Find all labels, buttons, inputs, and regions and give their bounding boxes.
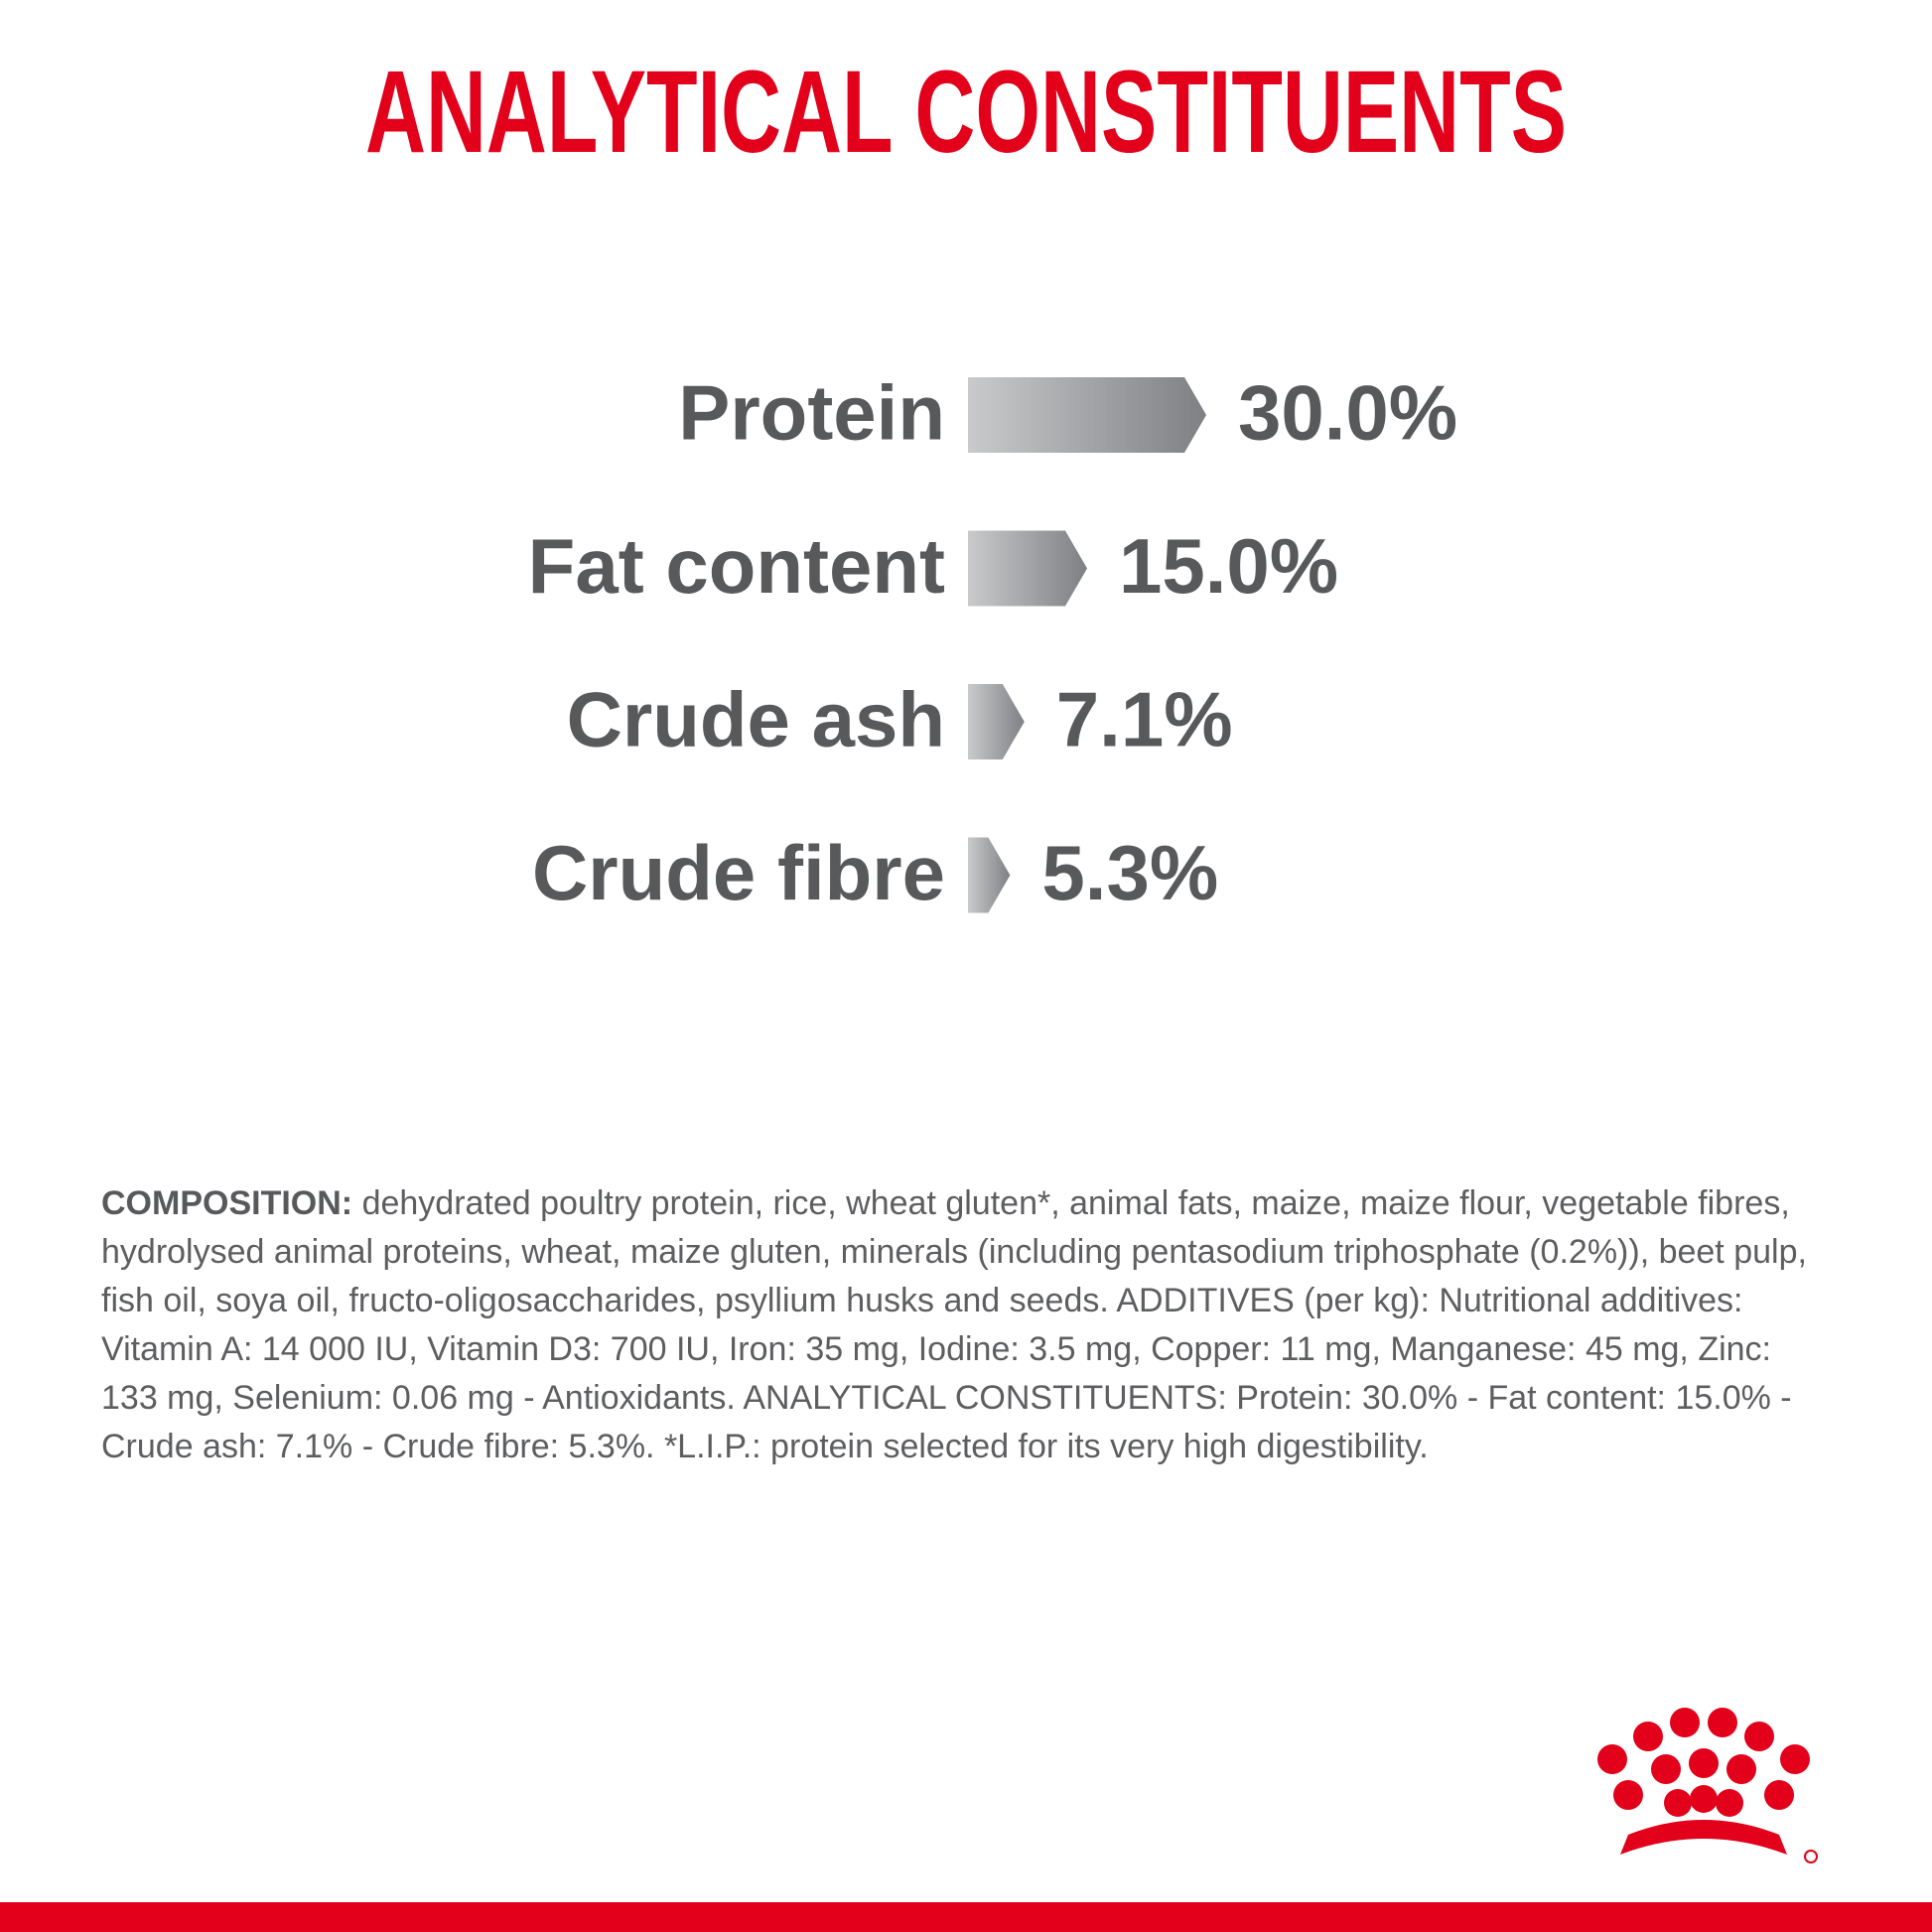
category-label: Crude ash [567, 676, 945, 763]
composition-text: dehydrated poultry protein, rice, wheat … [101, 1184, 1807, 1465]
value-label: 7.1% [1056, 676, 1233, 763]
category-label: Protein [678, 369, 945, 457]
bar [968, 377, 1206, 453]
bar [968, 684, 1025, 759]
value-label: 15.0% [1119, 522, 1338, 610]
logo [1597, 1708, 1818, 1863]
bar [968, 530, 1087, 607]
chart-title: ANALYTICAL CONSTITUENTS [365, 47, 1567, 178]
category-label: Fat content [528, 522, 945, 610]
bar [968, 837, 1011, 913]
footer-band [0, 1902, 1932, 1932]
composition-heading: COMPOSITION: [101, 1184, 353, 1222]
composition: COMPOSITION: dehydrated poultry protein,… [101, 1179, 1829, 1471]
category-label: Crude fibre [532, 829, 945, 916]
value-label: 30.0% [1238, 369, 1457, 457]
value-label: 5.3% [1041, 829, 1218, 916]
